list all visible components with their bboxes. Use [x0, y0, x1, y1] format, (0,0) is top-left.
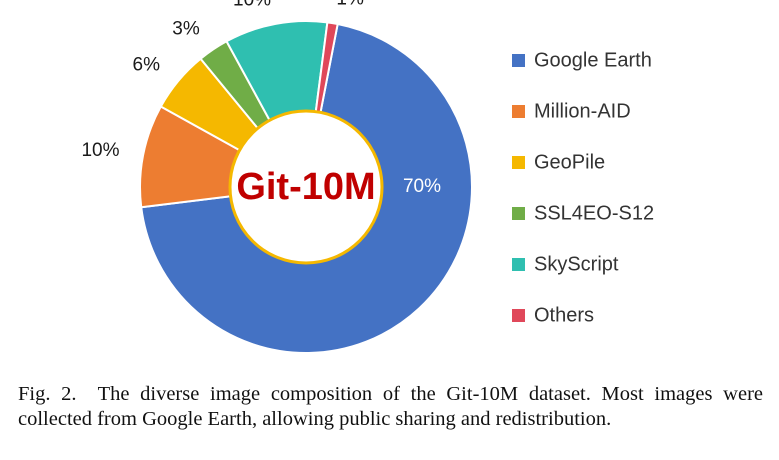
legend-label: Million-AID [534, 100, 631, 122]
slice-value-labels: 70% 10% 6% 3% 10% 1% [81, 0, 441, 197]
legend-label: GeoPile [534, 151, 605, 173]
legend-swatch [512, 105, 525, 118]
value-label-million-aid: 10% [81, 140, 119, 161]
value-label-others: 1% [336, 0, 364, 9]
caption-prefix: Fig. 2. [18, 383, 77, 405]
legend-swatch [512, 309, 525, 322]
chart-figure: 70% 10% 6% 3% 10% 1% Git-10M Google Earth Mill… [81, 0, 654, 354]
center-label: Git-10M [236, 166, 375, 208]
donut-center [228, 109, 384, 265]
legend-label: Google Earth [534, 49, 652, 71]
value-label-ssl4eo-s12: 3% [172, 18, 200, 39]
legend: Google Earth Million-AID GeoPile SSL4EO-S12… [512, 49, 654, 326]
legend-swatch [512, 156, 525, 169]
donut-chart: 70% 10% 6% 3% 10% 1% Git-10M Google Earth Mill… [81, 0, 654, 354]
caption-text: The diverse image composition of the Git… [18, 383, 763, 430]
figure-caption: Fig. 2. The diverse image composition of… [18, 382, 763, 432]
value-label-geopile: 6% [133, 54, 161, 75]
legend-swatch [512, 258, 525, 271]
value-label-google-earth: 70% [403, 176, 441, 197]
legend-label: SkyScript [534, 253, 619, 275]
legend-swatch [512, 207, 525, 220]
legend-label: Others [534, 304, 594, 326]
value-label-skyscript: 10% [233, 0, 271, 10]
legend-label: SSL4EO-S12 [534, 202, 654, 224]
legend-swatch [512, 54, 525, 67]
